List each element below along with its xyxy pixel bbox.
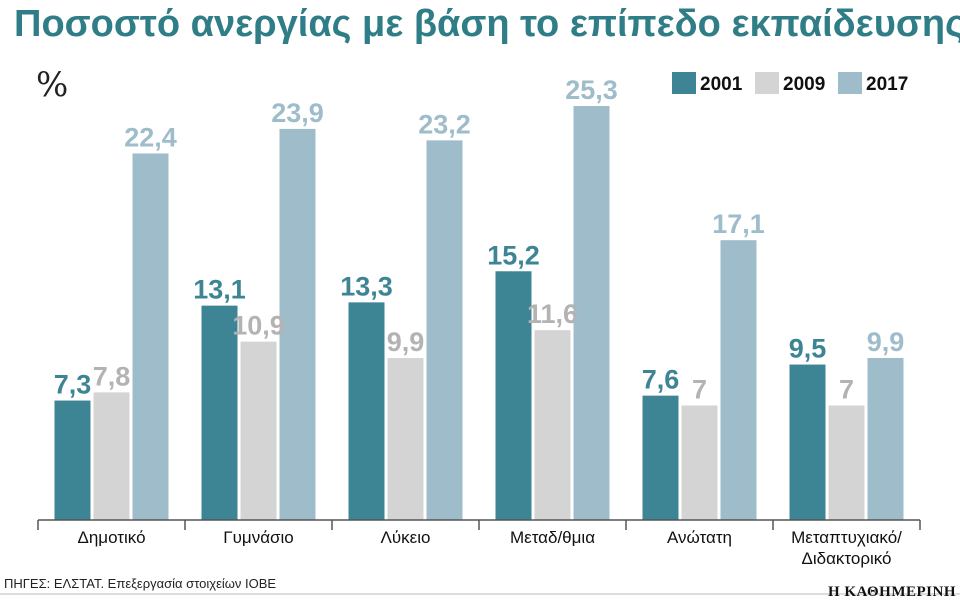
bar-2009-4 [681, 405, 718, 520]
category-label-0: Δημοτικό [77, 528, 145, 547]
value-label-2001-3: 15,2 [487, 240, 540, 270]
value-label-2001-5: 9,5 [789, 334, 827, 364]
bar-2001-2 [348, 302, 385, 520]
legend: 2001 2009 2017 [672, 72, 908, 95]
bar-2017-1 [279, 128, 316, 520]
category-label-1: Γυμνάσιο [223, 528, 294, 547]
category-label-line: Μεταδ/θμια [510, 528, 595, 547]
category-label-line: Διδακτορικό [801, 549, 891, 568]
source-note: ΠΗΓΕΣ: ΕΛΣΤΑΤ. Επεξεργασία στοιχείων ΙΟΒ… [4, 576, 276, 591]
category-label-line: Μεταπτυχιακό/ [791, 528, 902, 547]
value-label-2009-2: 9,9 [387, 327, 425, 357]
bar-2017-4 [720, 240, 757, 520]
x-axis-ticks [37, 520, 921, 530]
value-label-2009-0: 7,8 [93, 361, 131, 391]
unit-label: % [36, 65, 68, 105]
legend-label-2001: 2001 [700, 74, 743, 95]
category-labels: Δημοτικό Γυμνάσιο Λύκειο Μεταδ/θμια Ανώτατη Μ… [77, 528, 902, 568]
bar-2001-5 [789, 364, 826, 520]
category-label-line: Λύκειο [381, 528, 431, 547]
value-label-2009-5: 7 [839, 374, 854, 404]
chart-title: Ποσοστό ανεργίας με βάση το επίπεδο εκπα… [14, 3, 960, 45]
bar-2017-3 [573, 106, 610, 520]
bar-2001-3 [495, 271, 532, 520]
bar-2009-0 [93, 392, 130, 520]
bar-2009-1 [240, 341, 277, 520]
bar-2009-2 [387, 358, 424, 520]
bar-2017-2 [426, 140, 463, 520]
value-label-2001-0: 7,3 [54, 370, 92, 400]
legend-label-2017: 2017 [866, 74, 908, 95]
category-label-line: Δημοτικό [77, 528, 145, 547]
value-label-2017-1: 23,9 [271, 98, 324, 128]
category-label-5: Μεταπτυχιακό/Διδακτορικό [791, 528, 902, 568]
value-label-2017-2: 23,2 [418, 109, 471, 139]
bar-2001-0 [54, 400, 91, 520]
value-label-2017-0: 22,4 [124, 122, 177, 152]
bar-2009-3 [534, 330, 571, 520]
value-label-2001-2: 13,3 [340, 271, 393, 301]
value-label-2009-1: 10,9 [232, 311, 285, 341]
value-labels: 7,3 7,8 22,4 13,1 10,9 23,9 13,3 9,9 23,2 15,2 11,… [54, 75, 905, 404]
bars [54, 106, 904, 521]
category-label-line: Γυμνάσιο [223, 528, 294, 547]
legend-label-2009: 2009 [783, 74, 825, 95]
bar-2017-5 [867, 358, 904, 520]
bar-2017-0 [132, 153, 169, 521]
value-label-2017-3: 25,3 [565, 75, 618, 105]
legend-swatch-2009 [755, 72, 779, 94]
value-label-2017-5: 9,9 [867, 327, 905, 357]
value-label-2009-4: 7 [692, 374, 707, 404]
value-label-2001-1: 13,1 [193, 275, 246, 305]
legend-swatch-2017 [838, 72, 862, 94]
category-label-2: Λύκειο [381, 528, 431, 547]
value-label-2009-3: 11,6 [527, 299, 578, 329]
bar-2009-5 [828, 405, 865, 520]
brand-logo: Η ΚΑΘΗΜΕΡΙΝΗ [828, 584, 956, 600]
value-label-2017-4: 17,1 [712, 209, 765, 239]
bar-2001-1 [201, 305, 238, 520]
legend-swatch-2001 [672, 72, 696, 94]
category-label-line: Ανώτατη [667, 528, 732, 547]
value-label-2001-4: 7,6 [642, 365, 680, 395]
category-label-4: Ανώτατη [667, 528, 732, 547]
bar-2001-4 [642, 395, 679, 520]
category-label-3: Μεταδ/θμια [510, 528, 595, 547]
